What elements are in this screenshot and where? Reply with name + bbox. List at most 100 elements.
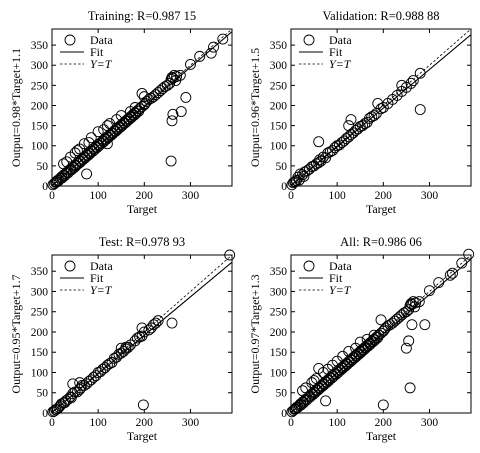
x-tick-label: 0 <box>288 417 294 429</box>
y-tick-label: 200 <box>31 100 49 112</box>
data-point <box>413 296 425 308</box>
y-tick-label: 0 <box>42 408 48 420</box>
y-tick-label: 150 <box>270 121 288 133</box>
data-points <box>47 33 229 191</box>
y-tick-label: 200 <box>270 327 288 339</box>
data-point <box>419 319 431 331</box>
data-point <box>433 277 445 288</box>
y-tick-label: 200 <box>270 100 288 112</box>
y-tick-label: 0 <box>281 181 287 193</box>
data-point <box>166 317 178 329</box>
y-tick-label: 100 <box>270 141 288 153</box>
legend-data-label: Data <box>90 259 113 273</box>
x-tick-label: 300 <box>182 417 200 429</box>
x-tick-label: 200 <box>136 190 154 202</box>
chart-title: Test: R=0.978 93 <box>99 235 185 249</box>
legend-data-label: Data <box>329 259 352 273</box>
data-point <box>78 138 90 150</box>
data-point <box>444 269 456 281</box>
data-point <box>76 380 88 391</box>
data-point <box>407 75 419 86</box>
data-point <box>120 341 132 353</box>
data-point <box>92 126 104 138</box>
data-point <box>404 300 416 312</box>
data-point <box>314 154 326 166</box>
data-points <box>47 249 236 418</box>
y-axis-label: Output=0.96*Target+1.5 <box>248 48 262 167</box>
data-point <box>101 138 113 150</box>
data-point <box>297 385 308 397</box>
data-points <box>286 67 426 191</box>
legend-identity-label: Y=T <box>329 283 352 297</box>
data-point <box>310 373 322 385</box>
y-tick-label: 250 <box>270 307 288 319</box>
data-point <box>308 375 320 387</box>
plot-frame <box>51 254 233 414</box>
y-tick-label: 100 <box>31 141 49 153</box>
data-point <box>58 158 69 170</box>
y-tick-label: 350 <box>31 40 49 52</box>
data-point <box>131 332 143 344</box>
data-point <box>137 399 149 411</box>
data-point <box>405 298 417 310</box>
identity-line <box>52 255 232 413</box>
data-point <box>167 108 179 120</box>
data-point <box>375 314 387 326</box>
data-point <box>166 71 178 83</box>
plot-frame <box>290 28 472 187</box>
x-axis-label: Target <box>127 429 158 443</box>
y-tick-label: 0 <box>42 181 48 193</box>
y-tick-label: 250 <box>270 80 288 92</box>
legend-fit-label: Fit <box>329 271 343 285</box>
x-tick-label: 100 <box>329 190 347 202</box>
y-tick-label: 300 <box>270 60 288 72</box>
data-point <box>150 317 162 329</box>
x-axis-label: Target <box>366 202 397 216</box>
data-point <box>101 120 113 132</box>
legend-data-marker <box>64 34 76 46</box>
y-tick-label: 350 <box>270 40 288 52</box>
data-point <box>414 67 426 79</box>
data-point <box>138 91 150 103</box>
identity-line <box>291 255 471 413</box>
x-axis-label: Target <box>127 202 158 216</box>
data-point <box>174 69 186 81</box>
legend-fit-label: Fit <box>90 271 104 285</box>
legend-data-marker <box>64 260 76 272</box>
scatter-panel: All: R=0.986 06 0 100 200 300 0 50 100 150 200 250… <box>248 235 475 443</box>
plot-frame <box>290 254 472 414</box>
legend-fit-label: Fit <box>90 45 104 59</box>
x-tick-label: 100 <box>329 417 347 429</box>
data-point <box>298 170 310 182</box>
data-point <box>208 41 219 53</box>
legend-data-marker <box>303 34 315 46</box>
data-point <box>74 377 86 389</box>
y-tick-label: 0 <box>281 408 287 420</box>
y-tick-label: 200 <box>31 327 49 339</box>
scatter-panel: Training: R=0.987 15 0 100 200 300 0 50 100 150 2… <box>9 9 233 216</box>
chart-title: Training: R=0.987 15 <box>88 9 196 23</box>
y-tick-label: 300 <box>31 60 49 72</box>
data-point <box>400 306 412 318</box>
legend-data-marker <box>303 260 315 272</box>
x-tick-label: 300 <box>421 417 439 429</box>
chart-title: Validation: R=0.988 88 <box>322 9 439 23</box>
y-tick-label: 300 <box>31 286 49 298</box>
legend-data-label: Data <box>329 33 352 47</box>
data-point <box>83 137 95 148</box>
y-tick-label: 350 <box>270 266 288 278</box>
data-point <box>205 47 217 59</box>
data-point <box>168 69 180 81</box>
data-point <box>136 87 148 99</box>
legend-data-label: Data <box>90 33 113 47</box>
y-axis-label: Output=0.97*Target+1.3 <box>248 274 262 393</box>
x-axis-label: Target <box>366 429 397 443</box>
data-point <box>377 399 389 411</box>
data-point <box>217 33 229 45</box>
legend-identity-label: Y=T <box>90 283 113 297</box>
x-tick-label: 200 <box>375 417 393 429</box>
x-tick-label: 200 <box>136 417 154 429</box>
data-point <box>81 168 93 180</box>
